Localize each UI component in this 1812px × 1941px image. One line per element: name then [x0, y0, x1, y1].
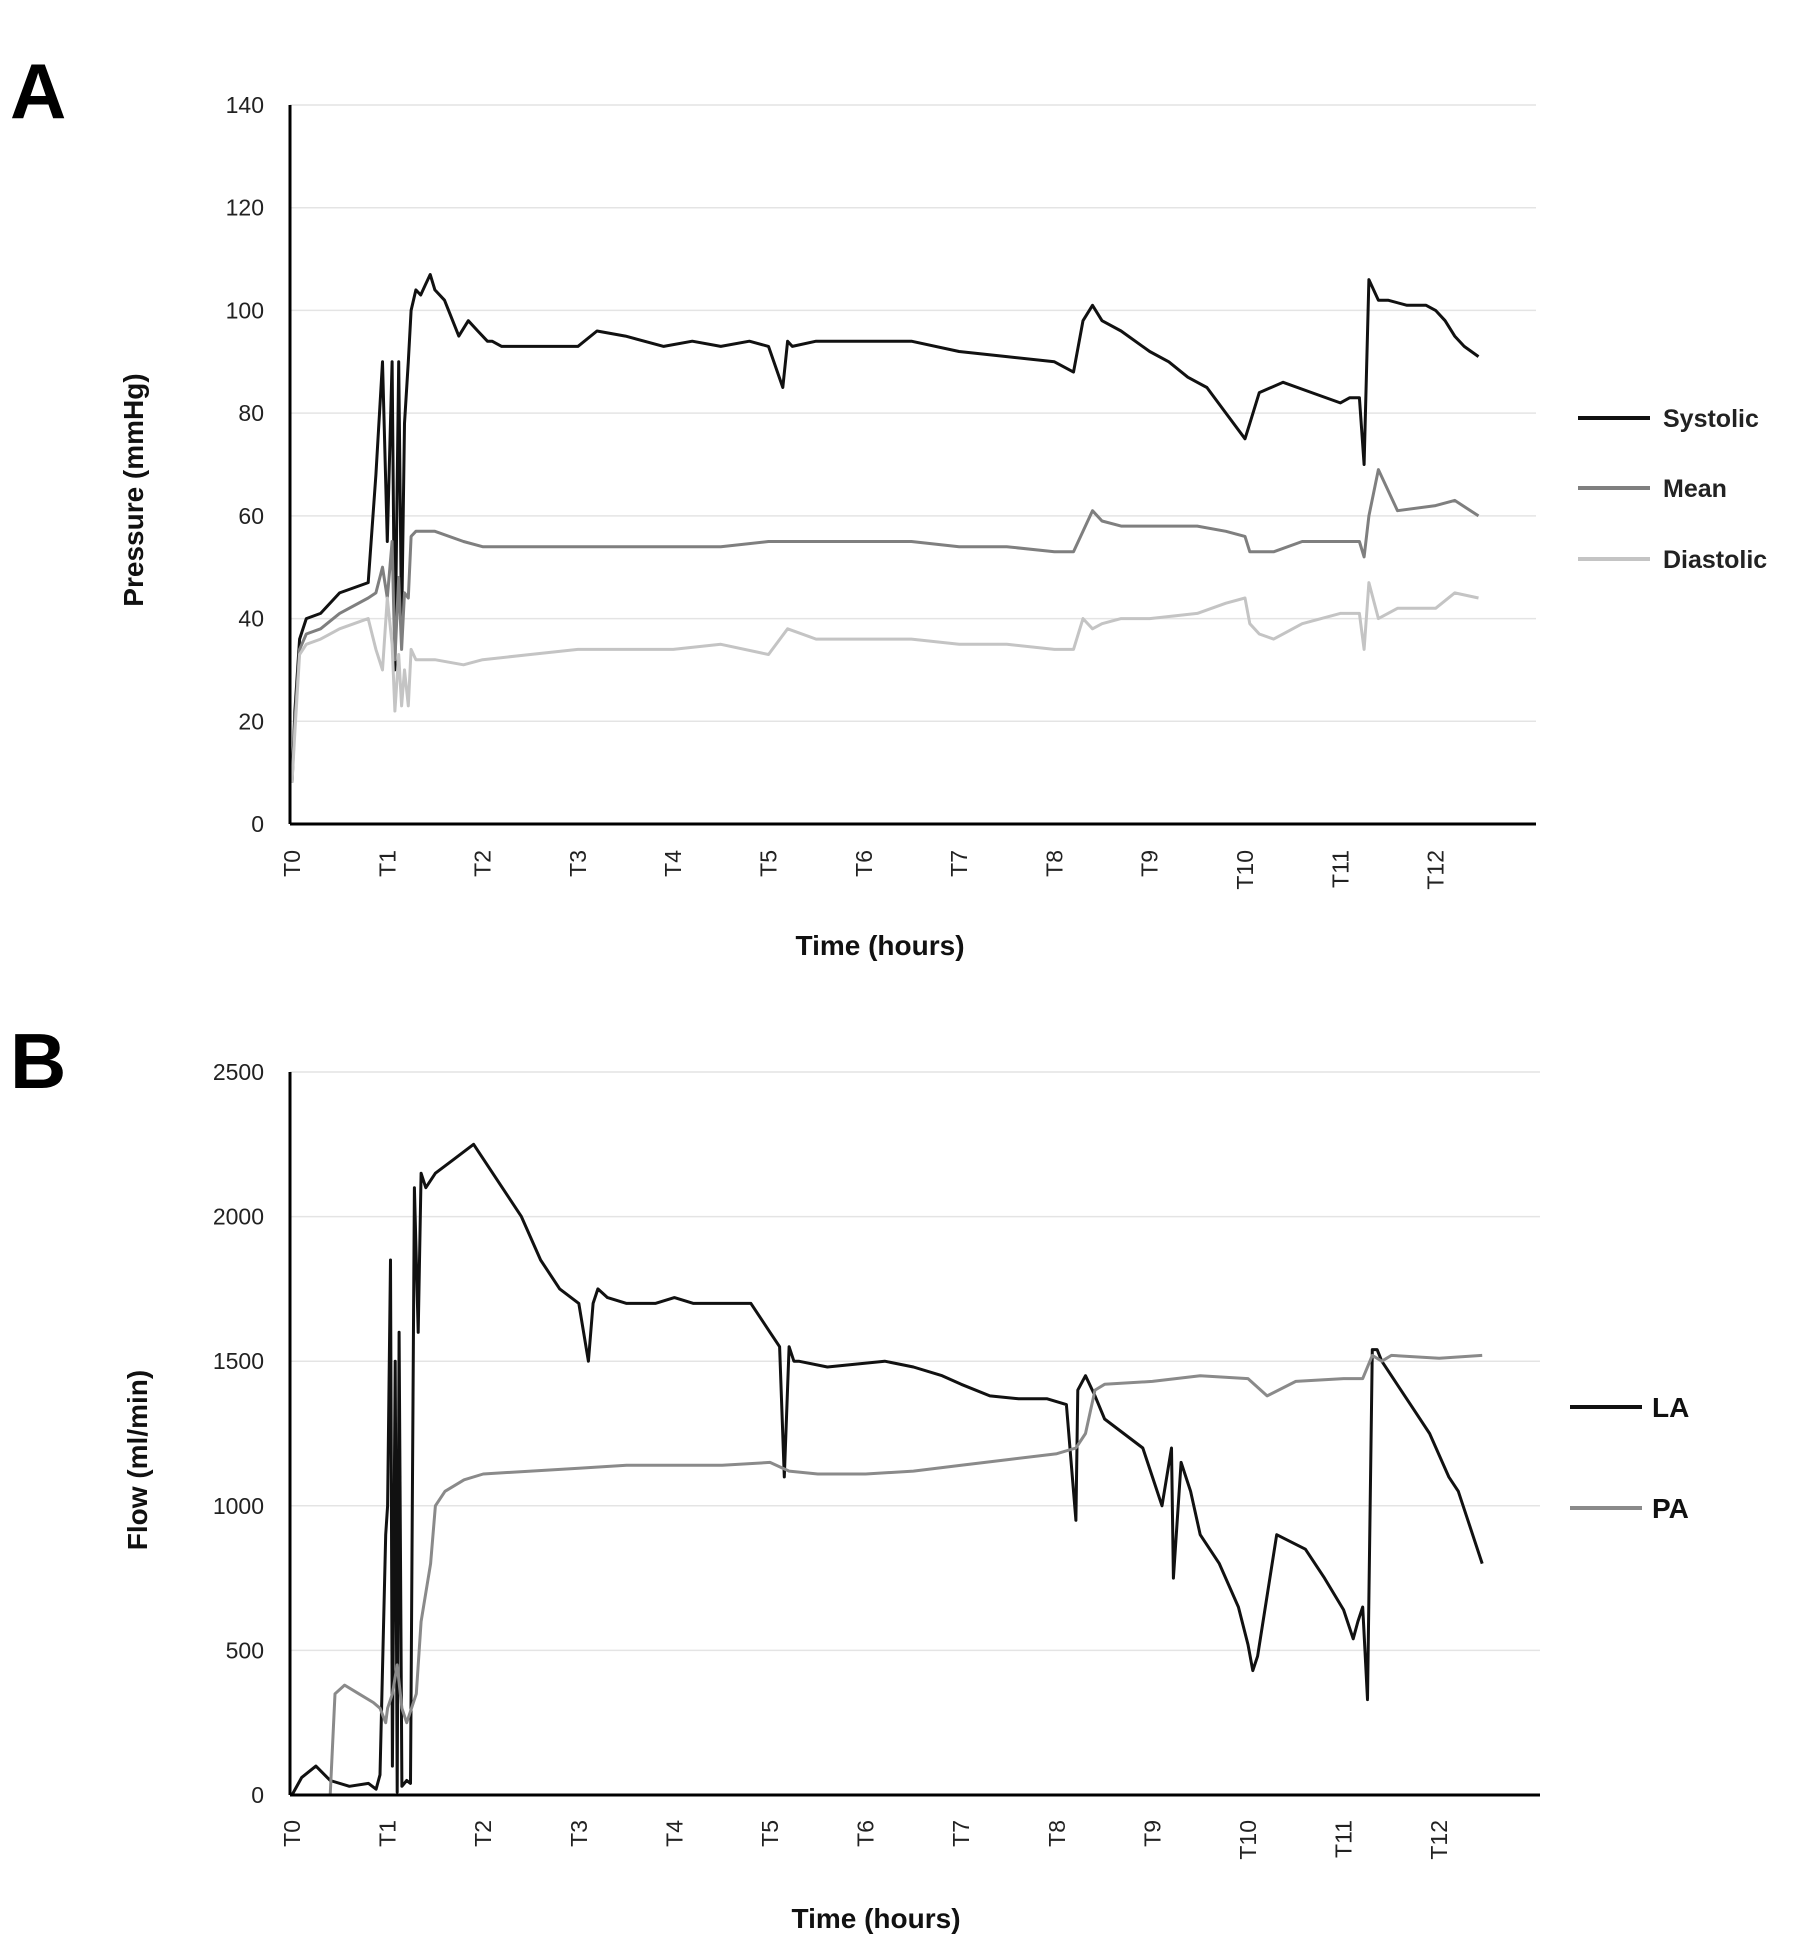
y-tick-label: 1000 — [213, 1493, 264, 1519]
y-tick-label: 2000 — [213, 1204, 264, 1230]
panel-b-y-ticks: 0 500 1000 1500 2000 2500 — [213, 1059, 264, 1808]
x-tick-label: T1 — [374, 850, 400, 877]
series-line-pa — [292, 1353, 1483, 1797]
legend-label-pa: PA — [1652, 1493, 1689, 1524]
y-tick-label: 60 — [238, 503, 264, 529]
panel-b-legend: LA PA — [1570, 1392, 1689, 1524]
legend-label-systolic: Systolic — [1663, 405, 1759, 433]
x-tick-label: T8 — [1041, 850, 1067, 877]
x-tick-label: T12 — [1426, 1820, 1452, 1860]
panel-a-gridlines — [290, 104, 1536, 723]
y-tick-label: 2500 — [213, 1059, 264, 1085]
x-tick-label: T6 — [853, 1820, 879, 1847]
x-tick-label: T0 — [279, 1820, 305, 1847]
y-tick-label: 0 — [251, 1782, 264, 1808]
panel-a-x-ticks: T0 T1 T2 T3 T4 T5 T6 T7 T8 T9 T10 T11 T12 — [279, 850, 1449, 890]
x-tick-label: T10 — [1235, 1820, 1261, 1860]
series-line-diastolic — [290, 581, 1479, 783]
y-tick-label: 20 — [238, 708, 264, 734]
legend-label-mean: Mean — [1663, 475, 1727, 503]
panel-a-lines — [290, 273, 1480, 783]
y-tick-label: 140 — [226, 92, 264, 118]
series-line-systolic — [290, 273, 1480, 783]
panel-label-a: A — [10, 47, 66, 135]
x-tick-label: T2 — [470, 850, 496, 877]
x-tick-label: T1 — [375, 1820, 401, 1847]
panel-b-gridlines — [290, 1071, 1540, 1652]
x-tick-label: T5 — [757, 1820, 783, 1847]
x-tick-label: T3 — [565, 850, 591, 877]
panel-a-x-axis-title: Time (hours) — [795, 930, 964, 961]
panel-b-lines — [290, 1142, 1484, 1797]
x-tick-label: T9 — [1137, 850, 1163, 877]
panel-a-y-axis-title: Pressure (mmHg) — [118, 373, 149, 606]
x-tick-label: T7 — [946, 850, 972, 877]
panel-b-x-axis-title: Time (hours) — [791, 1903, 960, 1934]
y-tick-label: 500 — [226, 1637, 264, 1663]
panel-a-legend: Systolic Mean Diastolic — [1578, 405, 1767, 574]
y-tick-label: 80 — [238, 400, 264, 426]
x-tick-label: T8 — [1044, 1820, 1070, 1847]
x-tick-label: T10 — [1232, 850, 1258, 890]
x-tick-label: T11 — [1331, 1820, 1357, 1858]
panel-label-b: B — [10, 1017, 66, 1105]
y-tick-label: 0 — [251, 811, 264, 837]
panel-a-y-ticks: 0 20 40 60 80 100 120 140 — [226, 92, 264, 837]
y-tick-label: 120 — [226, 195, 264, 221]
series-line-la — [290, 1142, 1484, 1796]
y-tick-label: 100 — [226, 297, 264, 323]
x-tick-label: T5 — [756, 850, 782, 877]
y-tick-label: 40 — [238, 606, 264, 632]
panel-b-y-axis-title: Flow (ml/min) — [122, 1370, 153, 1550]
x-tick-label: T3 — [566, 1820, 592, 1847]
x-tick-label: T11 — [1327, 850, 1353, 888]
y-tick-label: 1500 — [213, 1348, 264, 1374]
x-tick-label: T6 — [851, 850, 877, 877]
x-tick-label: T0 — [279, 850, 305, 877]
x-tick-label: T4 — [661, 1820, 687, 1847]
series-line-mean — [290, 468, 1480, 783]
x-tick-label: T7 — [948, 1820, 974, 1847]
x-tick-label: T12 — [1423, 850, 1449, 890]
x-tick-label: T2 — [470, 1820, 496, 1847]
x-tick-label: T4 — [660, 850, 686, 877]
panel-b-x-ticks: T0 T1 T2 T3 T4 T5 T6 T7 T8 T9 T10 T11 T12 — [279, 1820, 1452, 1860]
legend-label-diastolic: Diastolic — [1663, 546, 1767, 574]
legend-label-la: LA — [1652, 1392, 1689, 1423]
x-tick-label: T9 — [1139, 1820, 1165, 1847]
